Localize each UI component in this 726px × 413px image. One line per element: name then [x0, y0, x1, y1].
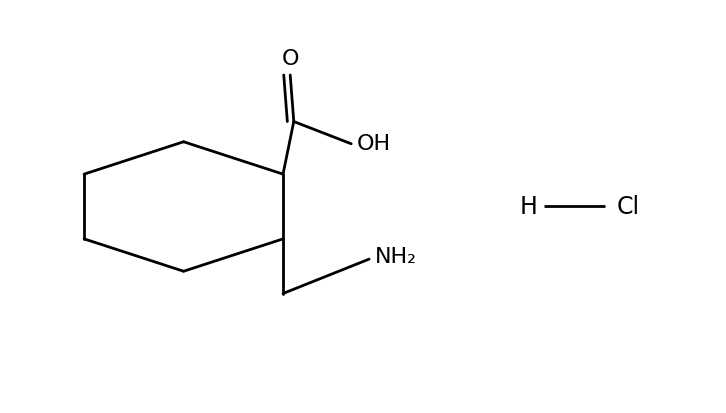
Text: H: H: [519, 195, 537, 218]
Text: Cl: Cl: [617, 195, 640, 218]
Text: O: O: [282, 49, 299, 69]
Text: NH₂: NH₂: [375, 247, 417, 267]
Text: OH: OH: [357, 134, 391, 154]
